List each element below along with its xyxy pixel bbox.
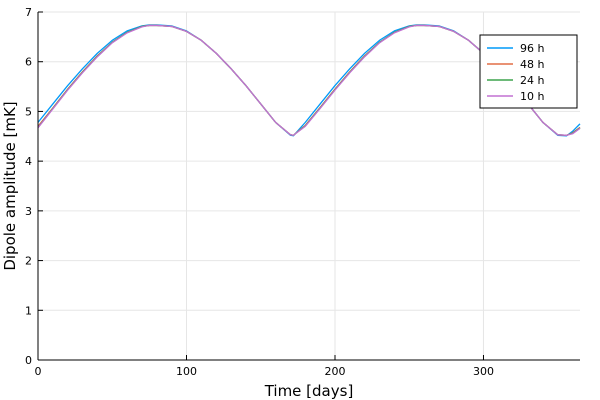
y-tick-label: 2: [25, 255, 32, 268]
y-axis-title: Dipole amplitude [mK]: [1, 101, 19, 270]
legend-label: 10 h: [520, 90, 544, 103]
y-tick-label: 4: [25, 155, 32, 168]
y-tick-label: 3: [25, 205, 32, 218]
x-tick-label: 0: [35, 365, 42, 378]
x-tick-label: 100: [176, 365, 197, 378]
legend: 96 h 48 h 24 h 10 h: [479, 34, 578, 109]
legend-label: 48 h: [520, 58, 544, 71]
y-tick-label: 7: [25, 6, 32, 19]
legend-label: 24 h: [520, 74, 544, 87]
tick-labels: 0 100 200 300 0 1 2 3 4 5 6 7: [25, 6, 494, 378]
x-axis-title: Time [days]: [264, 382, 354, 400]
x-tick-label: 300: [473, 365, 494, 378]
y-tick-label: 1: [25, 304, 32, 317]
axes: [37, 11, 580, 361]
y-tick-label: 5: [25, 105, 32, 118]
legend-label: 96 h: [520, 42, 544, 55]
y-tick-label: 6: [25, 56, 32, 69]
y-tick-label: 0: [25, 354, 32, 367]
x-tick-label: 200: [324, 365, 345, 378]
